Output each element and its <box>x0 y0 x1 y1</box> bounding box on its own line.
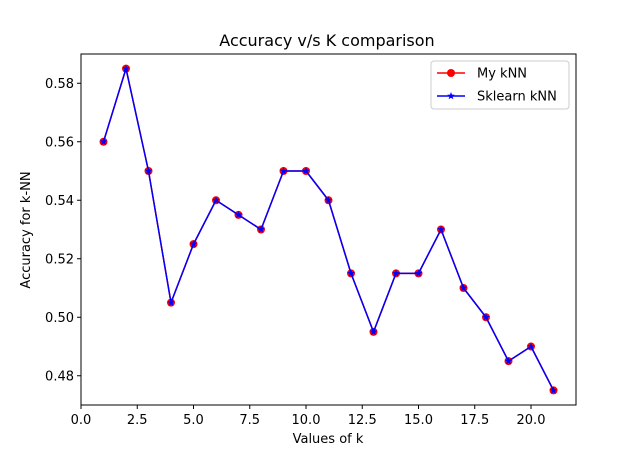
chart-title: Accuracy v/s K comparison <box>219 31 434 50</box>
x-axis-title: Values of k <box>293 432 364 447</box>
y-tick-label: 0.56 <box>45 135 74 150</box>
x-tick-label: 10.0 <box>292 413 321 428</box>
legend-marker <box>447 92 455 100</box>
data-point-sklearn-knn <box>504 357 513 365</box>
data-point-sklearn-knn <box>482 313 490 321</box>
legend-item-sklearn-knn: Sklearn kNN <box>437 90 557 105</box>
data-point-sklearn-knn <box>122 64 130 72</box>
y-axis-title: Accuracy for k-NN <box>19 171 34 288</box>
data-point-sklearn-knn <box>459 284 468 292</box>
data-point-sklearn-knn <box>257 225 265 233</box>
data-point-sklearn-knn <box>189 240 198 248</box>
series-layer <box>99 64 558 395</box>
data-point-sklearn-knn <box>212 196 220 204</box>
y-tick-label: 0.48 <box>45 369 74 384</box>
data-point-sklearn-knn <box>324 196 333 204</box>
data-point-sklearn-knn <box>347 269 355 277</box>
y-tick-label: 0.50 <box>45 311 74 326</box>
legend: My kNN Sklearn kNN <box>430 60 570 110</box>
legend-marker <box>447 69 455 77</box>
x-tick-label: 17.5 <box>460 413 489 428</box>
series-line-sklearn-knn <box>102 67 555 391</box>
legend-label: Sklearn kNN <box>477 90 557 105</box>
data-point-sklearn-knn <box>369 327 378 336</box>
data-point-sklearn-knn <box>99 137 108 145</box>
legend-item-my-knn: My kNN <box>437 67 527 82</box>
series-my-knn <box>99 64 558 395</box>
data-point-sklearn-knn <box>437 225 445 233</box>
legend-box <box>430 60 570 110</box>
data-point-sklearn-knn <box>414 269 423 277</box>
x-axis: 0.0 2.5 5.0 7.5 10.0 12.5 15.0 17.5 20.0 <box>71 405 546 428</box>
series-line-my-knn <box>102 67 555 391</box>
x-tick-label: 7.5 <box>239 413 260 428</box>
x-tick-label: 2.5 <box>127 413 148 428</box>
x-tick-label: 20.0 <box>517 413 546 428</box>
legend-label: My kNN <box>477 67 527 82</box>
data-point-sklearn-knn <box>167 298 175 306</box>
data-point-sklearn-knn <box>527 342 535 350</box>
y-tick-label: 0.54 <box>45 194 74 209</box>
y-tick-label: 0.58 <box>45 77 74 92</box>
data-point-sklearn-knn <box>392 269 400 277</box>
data-point-sklearn-knn <box>144 167 153 175</box>
data-point-sklearn-knn <box>549 386 558 394</box>
x-tick-label: 0.0 <box>71 413 92 428</box>
series-sklearn-knn <box>99 64 558 394</box>
y-axis: 0.48 0.50 0.52 0.54 0.56 0.58 <box>45 77 81 384</box>
data-point-sklearn-knn <box>302 167 310 175</box>
y-tick-label: 0.52 <box>45 252 74 267</box>
plot-frame <box>80 53 577 406</box>
x-tick-label: 15.0 <box>404 413 433 428</box>
x-tick-label: 5.0 <box>183 413 204 428</box>
x-tick-label: 12.5 <box>348 413 377 428</box>
data-point-sklearn-knn <box>279 167 288 175</box>
data-point-sklearn-knn <box>234 210 243 219</box>
